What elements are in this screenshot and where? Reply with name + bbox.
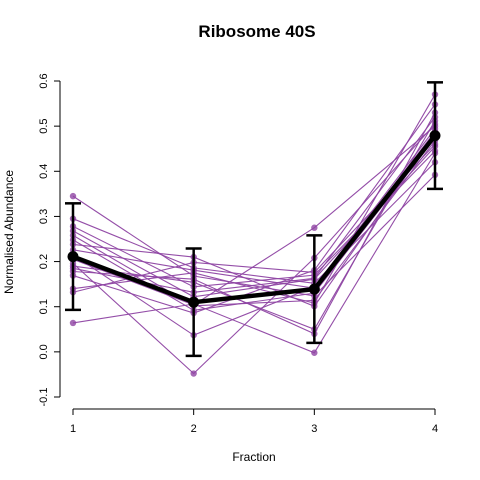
x-tick-label: 2: [191, 423, 197, 435]
profile-line: [72, 104, 436, 314]
profile-point: [69, 319, 77, 327]
mean-point: [67, 251, 79, 263]
profile-line: [72, 137, 436, 311]
y-tick-label: 0.3: [38, 209, 50, 224]
profile-line: [72, 125, 436, 306]
profile-point: [311, 224, 318, 231]
profile-line: [72, 112, 436, 335]
y-tick-label: 0.6: [38, 73, 50, 88]
x-axis-label: Fraction: [232, 450, 275, 464]
profile-lines: [69, 91, 439, 377]
y-axis-label: Normalised Abundance: [2, 170, 16, 294]
x-tick-label: 4: [432, 423, 438, 435]
profile-line: [72, 161, 436, 284]
profile-line: [72, 174, 436, 297]
profile-point: [311, 349, 318, 356]
chart-title: Ribosome 40S: [198, 22, 315, 41]
profile-line: [72, 152, 436, 354]
profile-line: [72, 123, 436, 375]
mean-line: [72, 134, 437, 305]
y-tick-label: 0.4: [38, 164, 50, 179]
mean-series: [65, 81, 443, 358]
profile-line: [72, 146, 436, 298]
x-tick-label: 3: [311, 423, 317, 435]
y-tick-label: -0.1: [38, 388, 50, 407]
y-tick-label: 0.2: [38, 254, 50, 269]
profile-line: [72, 143, 436, 293]
y-axis: -0.1 0.0 0.1 0.2 0.3 0.4 0.5 0.6: [38, 73, 61, 407]
x-axis: 1 2 3 4: [70, 408, 438, 435]
mean-point: [188, 296, 200, 308]
y-tick-label: 0.1: [38, 299, 50, 314]
profile-point: [190, 370, 197, 377]
profile-line: [72, 131, 436, 289]
mean-point: [308, 283, 320, 295]
y-tick-label: 0.5: [38, 118, 50, 133]
profile-line: [72, 120, 436, 330]
profile-point: [69, 192, 77, 200]
mean-point: [429, 130, 441, 142]
x-tick-label: 1: [70, 423, 76, 435]
profile-line: [72, 133, 436, 307]
y-tick-label: 0.0: [38, 344, 50, 359]
